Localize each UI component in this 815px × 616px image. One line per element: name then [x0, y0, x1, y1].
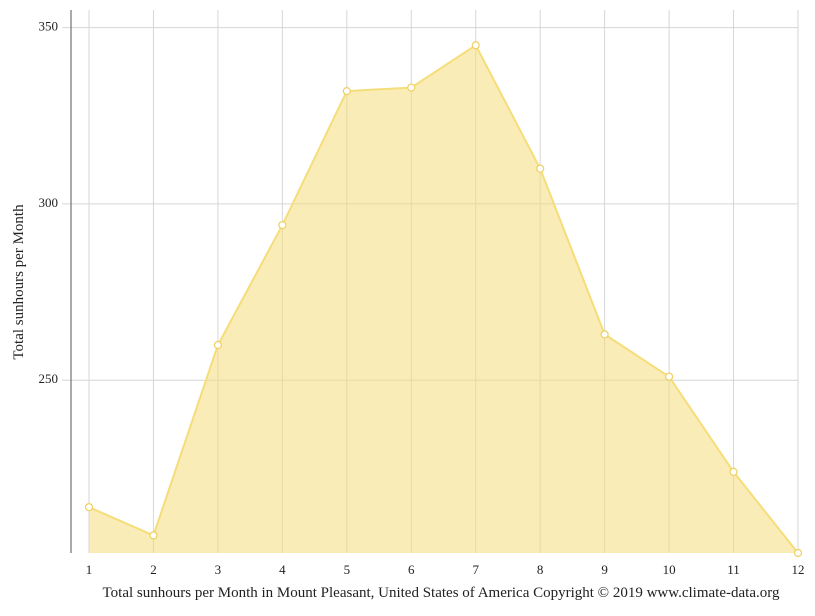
x-tick-label: 7 [472, 562, 479, 577]
data-point [407, 83, 416, 92]
x-tick-label: 11 [727, 562, 740, 577]
x-tick-label: 3 [215, 562, 222, 577]
data-point [84, 503, 94, 512]
line [88, 43, 799, 554]
data-point [471, 41, 480, 50]
x-tick-label: 2 [150, 562, 157, 577]
data-point [600, 330, 609, 339]
y-axis-label: Total sunhours per Month [11, 204, 27, 360]
x-tick-label: 8 [537, 562, 544, 577]
data-point [149, 531, 158, 540]
data-point [342, 86, 351, 96]
data-point [664, 372, 674, 381]
x-tick-label: 1 [86, 562, 93, 577]
plot [84, 41, 803, 558]
x-tick-label: 5 [344, 562, 351, 577]
data-point [278, 220, 287, 230]
x-tick-label: 10 [663, 562, 676, 577]
y-tick-label: 300 [39, 195, 59, 210]
area [89, 45, 798, 554]
x-tick-label: 4 [279, 562, 286, 577]
chart-title: Total sunhours per Month in Mount Pleasa… [103, 585, 780, 601]
data-point [729, 467, 738, 477]
y-tick-label: 350 [39, 19, 59, 34]
data-point [536, 164, 545, 173]
x-tick-label: 12 [792, 562, 805, 577]
y-tick-label: 250 [39, 371, 59, 386]
x-tick-label: 6 [408, 562, 415, 577]
x-tick-label: 9 [601, 562, 608, 577]
data-point [793, 548, 803, 558]
data-point [213, 340, 223, 350]
